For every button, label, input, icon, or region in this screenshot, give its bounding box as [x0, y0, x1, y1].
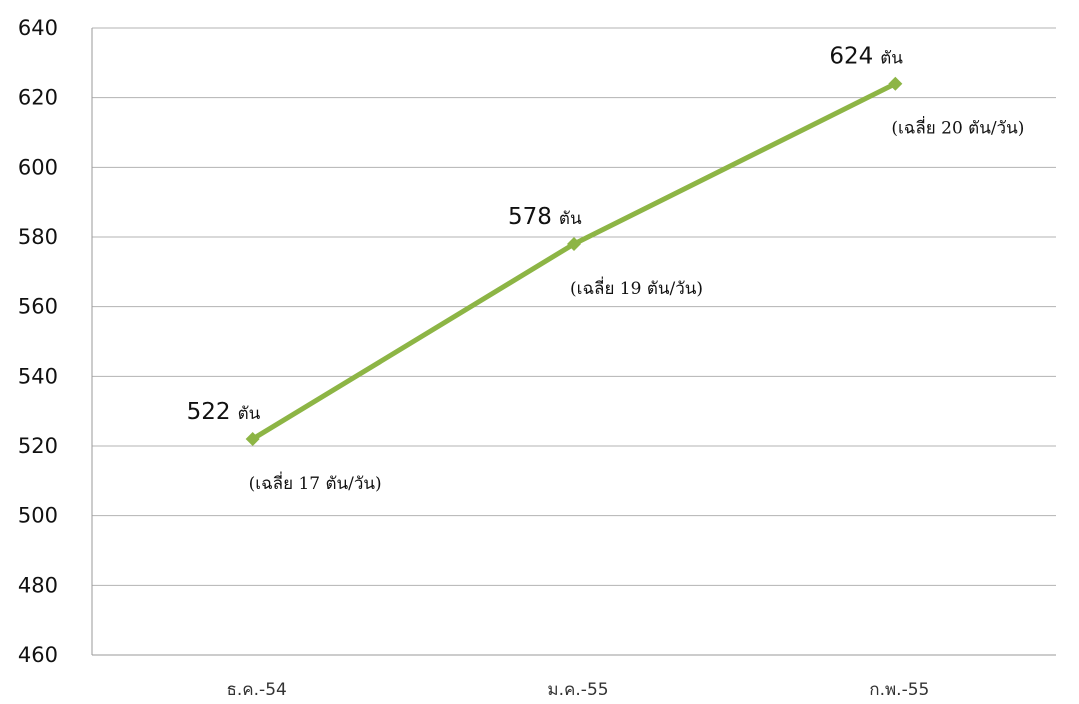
data-average-note: (เฉลี่ย 20 ตัน/วัน)	[891, 116, 1024, 139]
y-tick-label: 520	[18, 434, 58, 458]
data-average-note: (เฉลี่ย 17 ตัน/วัน)	[249, 471, 382, 494]
y-tick-label: 640	[18, 16, 58, 40]
data-value-unit: ตัน	[238, 404, 261, 424]
data-value-unit: ตัน	[880, 49, 903, 69]
data-value-number: 522	[187, 399, 231, 425]
y-tick-label: 620	[18, 86, 58, 110]
data-point-marker	[888, 76, 903, 91]
data-value-number: 624	[829, 44, 873, 70]
data-point-marker	[567, 236, 581, 251]
data-labels: 522 ตัน (เฉลี่ย 17 ตัน/วัน) 578 ตัน (เฉลี่ย 1…	[187, 44, 1025, 494]
series-layer	[245, 76, 903, 447]
x-tick-label: ธ.ค.-54	[227, 680, 287, 700]
axes	[91, 28, 1056, 656]
data-value-label: 624 ตัน	[829, 44, 903, 70]
y-tick-label: 600	[18, 155, 58, 179]
y-tick-label: 480	[18, 573, 58, 597]
y-tick-label: 580	[18, 225, 58, 249]
y-tick-label: 540	[18, 364, 58, 388]
x-tick-label: ก.พ.-55	[869, 680, 929, 700]
data-value-number: 578	[508, 204, 552, 230]
y-tick-labels: 460 480 500 520 540 560 580 600 620 640	[18, 16, 58, 667]
y-tick-label: 460	[18, 643, 58, 667]
data-value-label: 522 ตัน	[187, 399, 261, 425]
series-line	[250, 81, 898, 442]
gridlines	[92, 27, 1056, 586]
y-tick-label: 560	[18, 295, 58, 319]
y-tick-label: 500	[18, 504, 58, 528]
data-average-note: (เฉลี่ย 19 ตัน/วัน)	[570, 276, 703, 299]
x-tick-label: ม.ค.-55	[547, 680, 608, 700]
data-point-marker	[245, 432, 260, 447]
data-value-label: 578 ตัน	[508, 204, 582, 230]
data-value-unit: ตัน	[559, 209, 582, 229]
x-tick-labels: ธ.ค.-54 ม.ค.-55 ก.พ.-55	[227, 680, 930, 700]
